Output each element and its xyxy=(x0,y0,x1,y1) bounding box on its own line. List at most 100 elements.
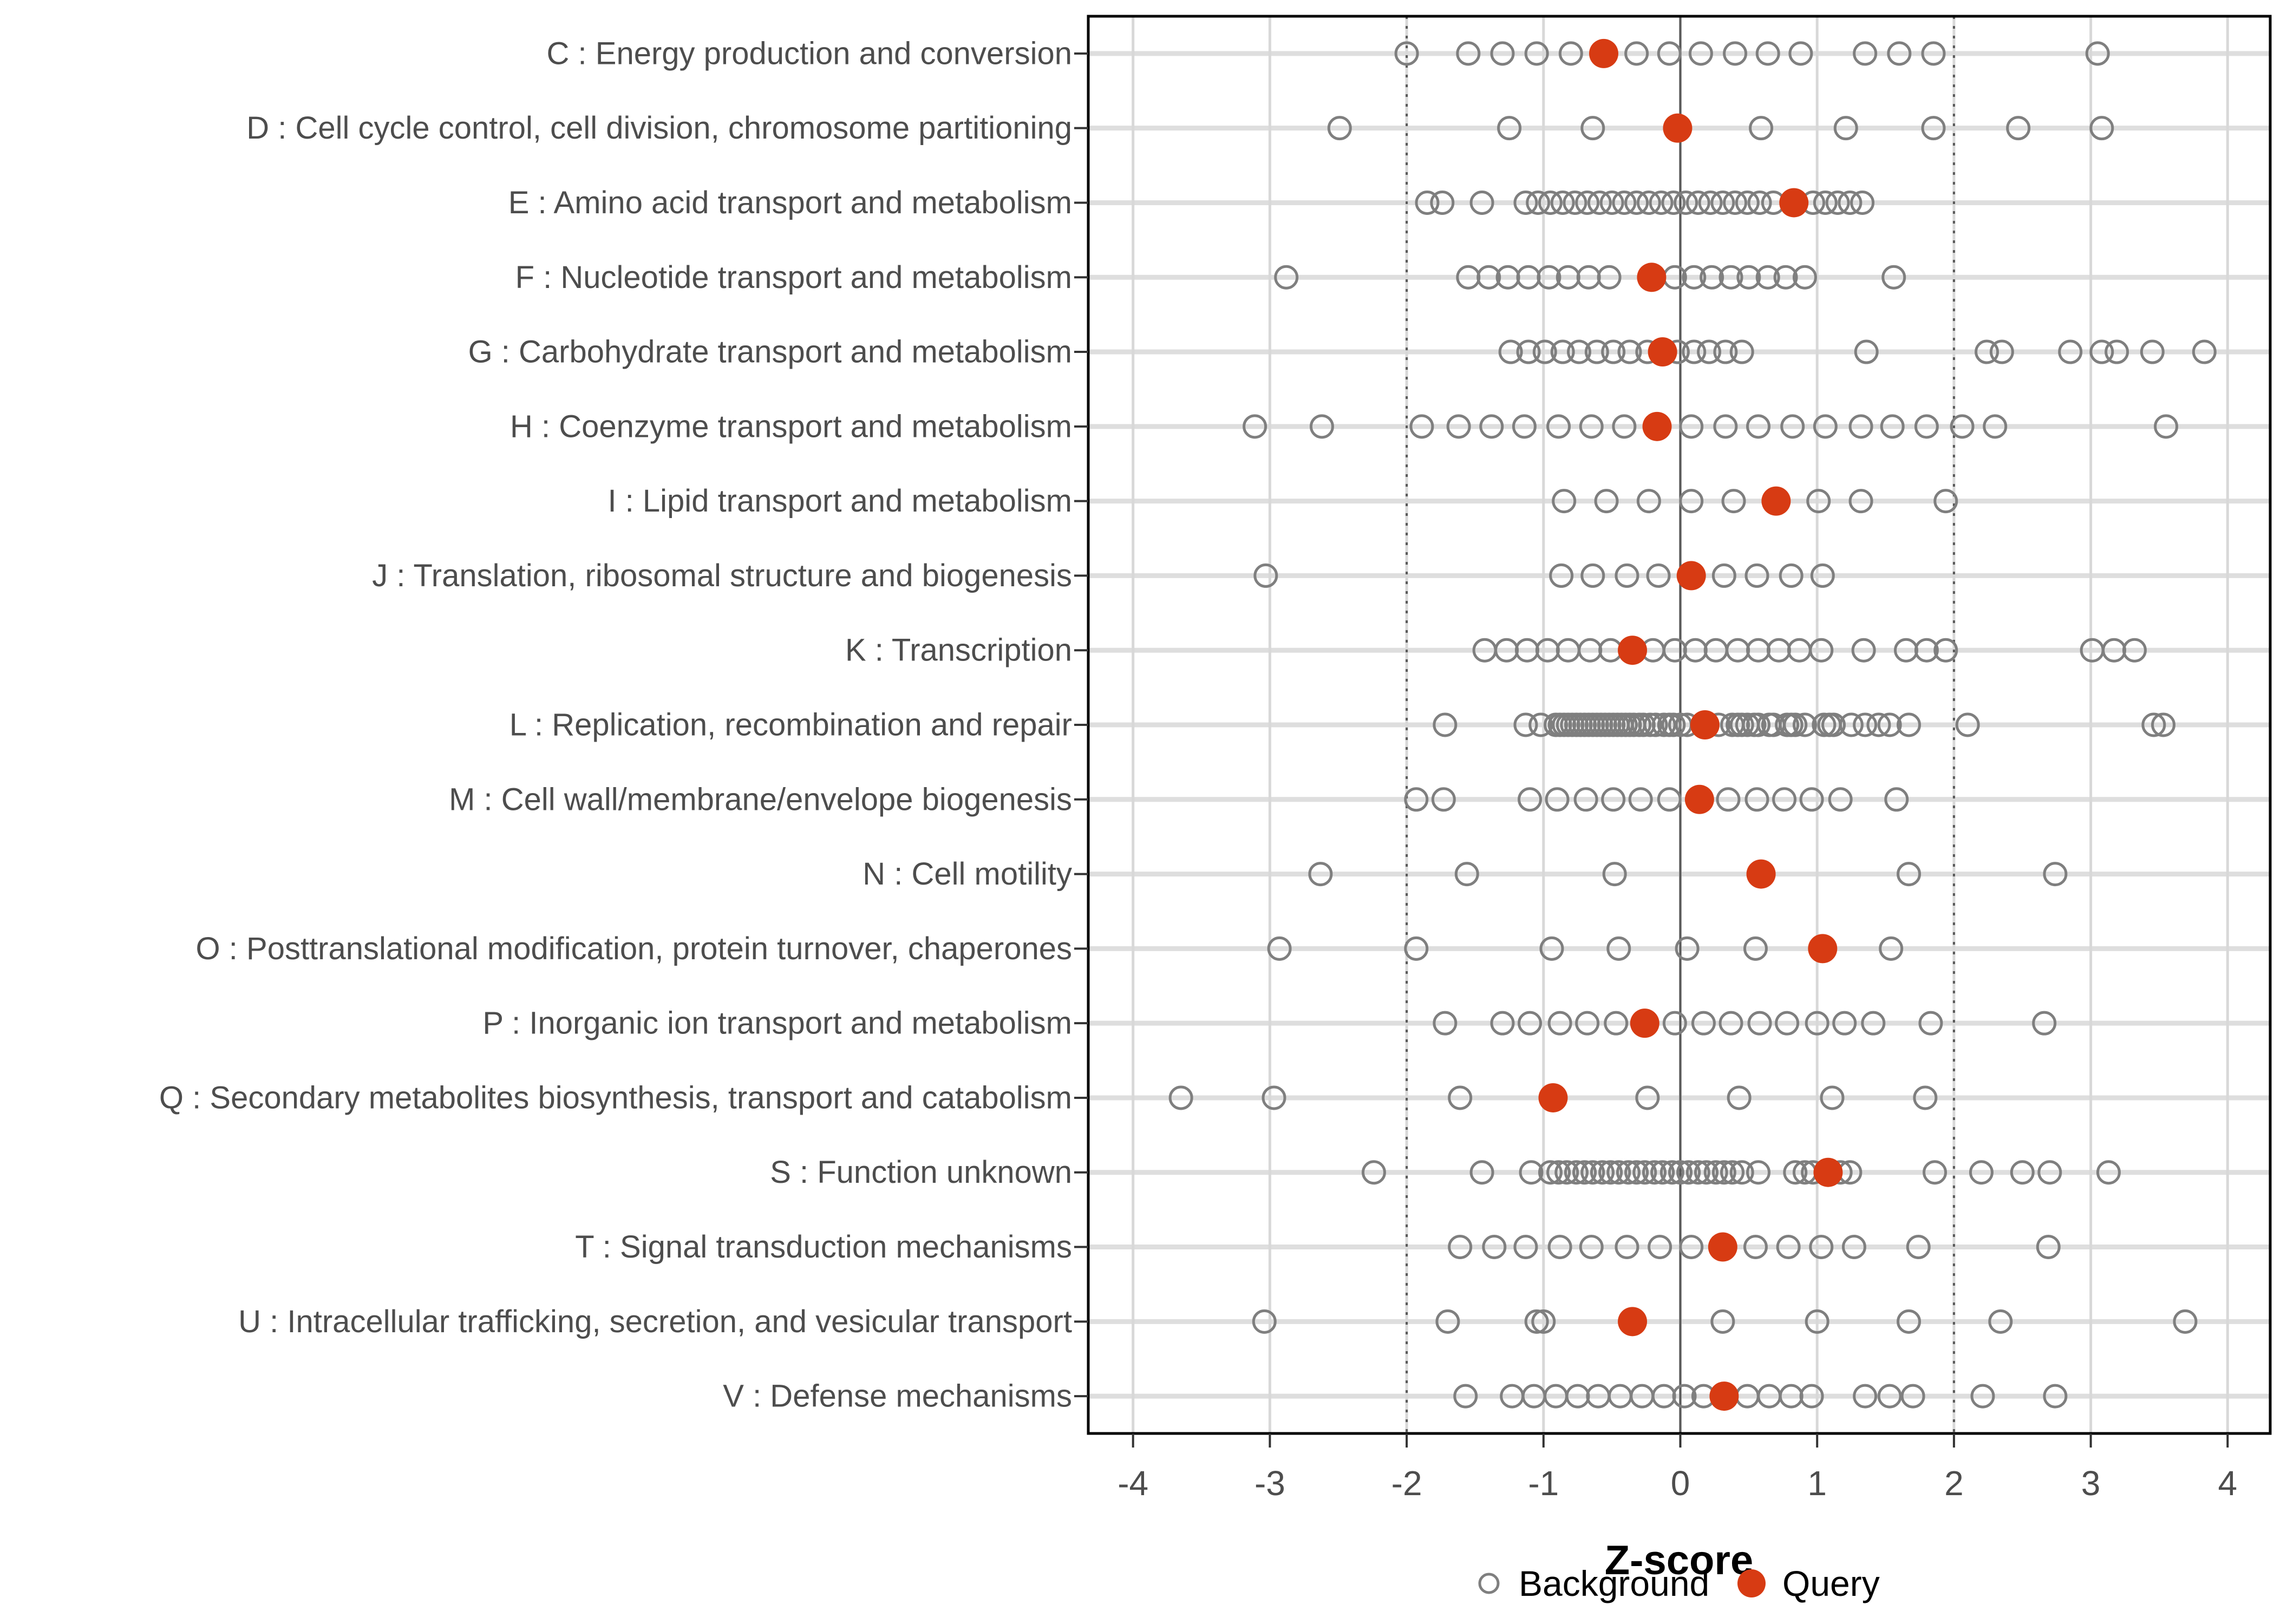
x-tick-label: 1 xyxy=(1807,1464,1827,1503)
background-point xyxy=(1723,190,1748,215)
background-point xyxy=(1572,1160,1597,1185)
background-point xyxy=(1703,1160,1728,1185)
background-point xyxy=(1642,1160,1667,1185)
background-point xyxy=(1694,1160,1719,1185)
background-point xyxy=(1697,339,1722,364)
background-point xyxy=(1513,712,1538,737)
background-point xyxy=(1718,265,1743,290)
background-point xyxy=(2036,1235,2061,1260)
background-point xyxy=(1616,1160,1641,1185)
category-label: O : Posttranslational modification, prot… xyxy=(196,931,1072,966)
background-point xyxy=(1554,1160,1579,1185)
x-tick-label: 0 xyxy=(1671,1464,1690,1503)
category-label: T : Signal transduction mechanisms xyxy=(575,1229,1072,1265)
background-point xyxy=(1679,489,1704,514)
background-point xyxy=(1713,339,1738,364)
query-point xyxy=(1648,337,1677,367)
background-point xyxy=(1431,787,1456,812)
background-point xyxy=(1851,638,1876,663)
background-point xyxy=(1809,638,1834,663)
background-point xyxy=(1513,1235,1538,1260)
background-point xyxy=(1404,936,1429,961)
background-point xyxy=(1933,638,1958,663)
background-point xyxy=(1563,190,1587,215)
background-point xyxy=(2058,339,2083,364)
background-point xyxy=(1262,1085,1286,1110)
category-label: E : Amino acid transport and metabolism xyxy=(508,185,1072,220)
legend-query-label: Query xyxy=(1782,1563,1880,1603)
background-point xyxy=(1897,1309,1922,1334)
background-point xyxy=(1721,489,1746,514)
background-point xyxy=(1524,41,1549,66)
background-point xyxy=(1519,1160,1544,1185)
background-point xyxy=(1575,1011,1600,1036)
background-point xyxy=(1662,1011,1687,1036)
background-point xyxy=(1612,190,1637,215)
x-tick-label: 4 xyxy=(2218,1464,2238,1503)
x-tick-label: 3 xyxy=(2081,1464,2101,1503)
category-label: L : Replication, recombination and repai… xyxy=(509,708,1072,743)
background-point xyxy=(1456,41,1481,66)
background-point xyxy=(1700,265,1724,290)
background-point xyxy=(1853,712,1878,737)
background-point xyxy=(1688,41,1713,66)
background-point xyxy=(1866,712,1891,737)
query-points xyxy=(1538,38,1843,1411)
background-point xyxy=(2089,339,2114,364)
background-point xyxy=(1841,1235,1866,1260)
background-point xyxy=(1547,1011,1572,1036)
background-point xyxy=(1632,1160,1657,1185)
category-label: U : Intracellular trafficking, secretion… xyxy=(238,1304,1072,1339)
background-point xyxy=(1710,190,1735,215)
legend-query-key-icon xyxy=(1737,1569,1766,1597)
background-point xyxy=(1743,936,1768,961)
y-axis-tick-marks xyxy=(1074,52,1088,1398)
background-point xyxy=(1635,1085,1660,1110)
background-point xyxy=(1923,1160,1948,1185)
background-point xyxy=(1783,1160,1808,1185)
background-point xyxy=(1853,1384,1878,1409)
background-point xyxy=(2010,1160,2035,1185)
background-point xyxy=(2089,116,2114,141)
background-point xyxy=(1580,563,1605,588)
background-point xyxy=(1490,1011,1515,1036)
background-point xyxy=(1970,1384,1995,1409)
background-point xyxy=(2006,116,2031,141)
background-point xyxy=(1518,1011,1543,1036)
query-point xyxy=(1708,1232,1737,1262)
query-point xyxy=(1630,1009,1659,1038)
background-point xyxy=(1729,1160,1754,1185)
x-axis-title: Z-score xyxy=(1605,1537,1754,1583)
background-point xyxy=(1718,1011,1743,1036)
background-point xyxy=(1813,190,1838,215)
background-point xyxy=(1672,1384,1697,1409)
background-point xyxy=(1539,936,1564,961)
background-point xyxy=(1243,414,1267,439)
query-point xyxy=(1690,710,1720,739)
background-point xyxy=(1792,712,1817,737)
background-point xyxy=(1394,41,1419,66)
background-point xyxy=(1327,116,1352,141)
background-point xyxy=(1482,1235,1507,1260)
background-point xyxy=(1969,1160,1994,1185)
category-label: K : Transcription xyxy=(845,633,1072,668)
background-point xyxy=(1685,190,1710,215)
category-label: C : Energy production and conversion xyxy=(547,36,1072,71)
background-point xyxy=(2154,414,2179,439)
background-point xyxy=(1168,1085,1193,1110)
background-point xyxy=(1975,339,1999,364)
background-point xyxy=(1674,190,1698,215)
background-point xyxy=(2122,638,2147,663)
x-tick-label: -1 xyxy=(1528,1464,1559,1503)
background-point xyxy=(1513,190,1538,215)
background-point xyxy=(1476,265,1501,290)
background-point xyxy=(1628,787,1653,812)
query-point xyxy=(1618,1307,1648,1337)
background-point xyxy=(1526,190,1551,215)
background-point xyxy=(2096,1160,2121,1185)
background-point xyxy=(1755,265,1780,290)
background-point xyxy=(1833,116,1858,141)
x-axis-tick-marks xyxy=(1132,1433,2229,1448)
query-point xyxy=(1779,188,1809,218)
background-point xyxy=(1838,190,1863,215)
